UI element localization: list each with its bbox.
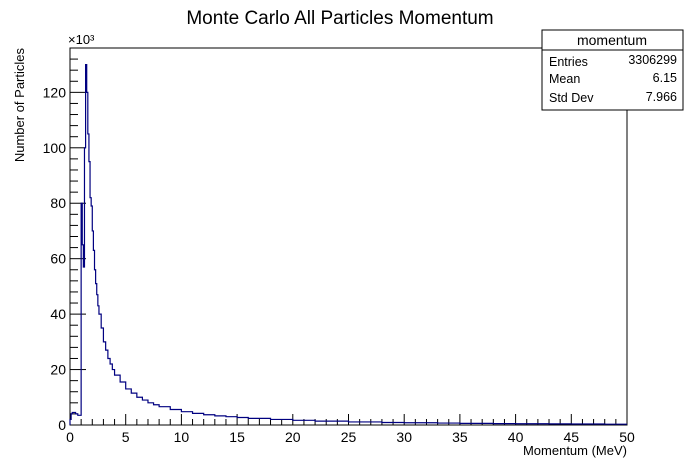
x-tick-label: 50	[619, 429, 635, 445]
x-tick-label: 25	[341, 429, 357, 445]
y-tick-label: 40	[50, 306, 66, 322]
stats-stddev-value: 7.966	[646, 90, 677, 104]
x-tick-label: 20	[285, 429, 301, 445]
stats-mean-value: 6.15	[653, 71, 677, 85]
y-tick-label: 0	[58, 417, 66, 433]
x-tick-label: 45	[564, 429, 580, 445]
stats-box-title: momentum	[577, 32, 647, 48]
y-tick-label: 100	[43, 140, 67, 156]
stats-entries-label: Entries	[549, 55, 588, 69]
x-tick-label: 15	[229, 429, 245, 445]
x-tick-label: 5	[122, 429, 130, 445]
histogram-line	[69, 64, 627, 425]
y-tick-label: 20	[50, 362, 66, 378]
x-tick-label: 35	[452, 429, 468, 445]
x-tick-label: 30	[396, 429, 412, 445]
chart-title: Monte Carlo All Particles Momentum	[186, 8, 493, 29]
x-axis-label: Momentum (MeV)	[523, 443, 627, 458]
y-tick-label: 60	[50, 251, 66, 267]
y-axis-ticks: 0 20 40 60 80 100 120	[43, 47, 86, 433]
stats-box-frame	[541, 29, 684, 111]
x-tick-label: 10	[174, 429, 190, 445]
stats-box: momentum Entries 3306299 Mean 6.15 Std D…	[541, 29, 684, 111]
stats-mean-label: Mean	[549, 72, 580, 86]
stats-stddev-label: Std Dev	[549, 91, 594, 105]
y-tick-label: 120	[43, 84, 67, 100]
y-axis-label: Number of Particles	[12, 48, 27, 163]
histogram-series	[69, 64, 627, 425]
stats-entries-value: 3306299	[628, 53, 677, 67]
x-tick-label: 0	[66, 429, 74, 445]
x-axis-ticks: 0 5 10 15 20 25 30 35 40 45 50	[66, 414, 635, 445]
y-axis-multiplier: ×10³	[68, 32, 95, 47]
y-tick-label: 80	[50, 195, 66, 211]
x-tick-label: 40	[508, 429, 524, 445]
